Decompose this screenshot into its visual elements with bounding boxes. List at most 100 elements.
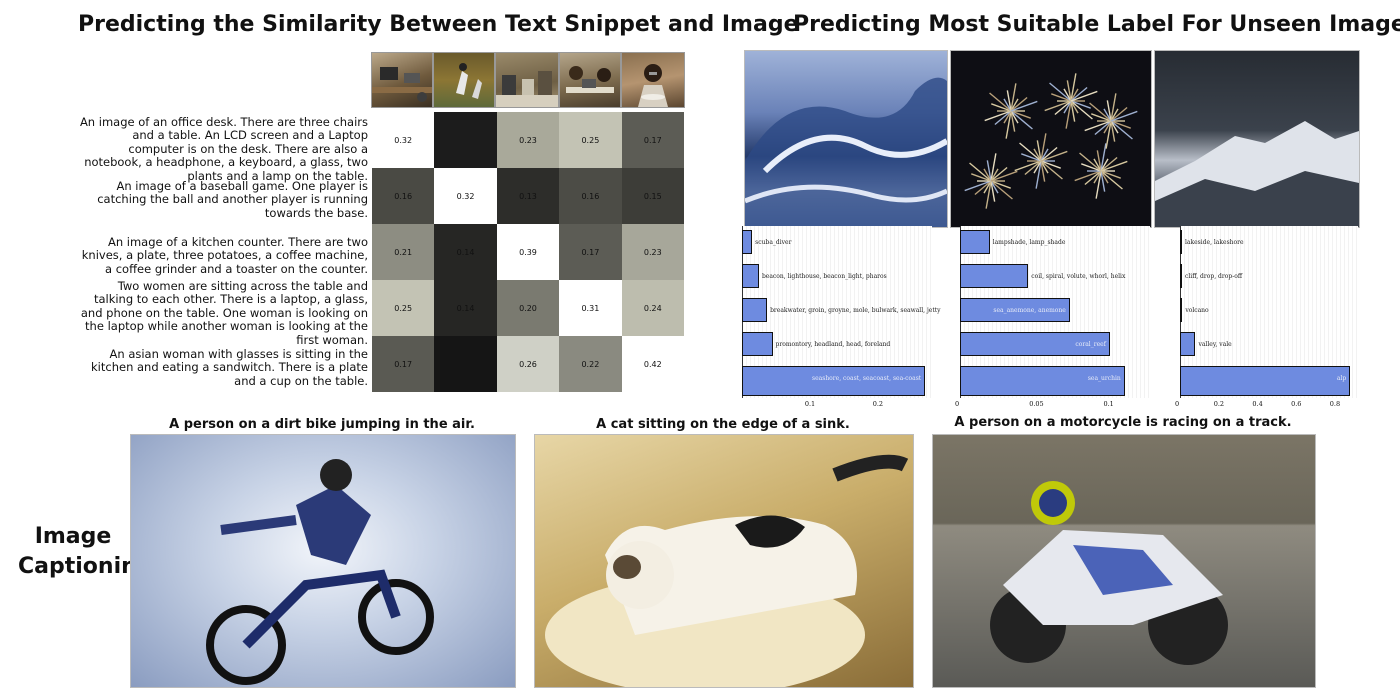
firework-streak [964, 180, 992, 192]
firework-streak [1070, 100, 1093, 120]
chart-tick-label: 0.05 [1029, 400, 1044, 408]
firework-streak [1110, 93, 1117, 122]
label-bar [1180, 366, 1351, 396]
similarity-cell: 0.16 [372, 168, 435, 224]
caption-motorcycle: A person on a motorcycle is racing on a … [954, 415, 1292, 430]
firework-streak [991, 103, 1012, 112]
label-bar [742, 366, 926, 396]
firework-streak [990, 166, 1008, 182]
label-section-title: Predicting Most Suitable Label For Unsee… [793, 12, 1400, 37]
label-bar [960, 332, 1110, 356]
firework-streak [1040, 160, 1061, 169]
firework-streak [1110, 120, 1119, 134]
firework-streak [974, 180, 992, 196]
similarity-cell: 0.22 [559, 336, 622, 392]
firework-streak [1074, 170, 1102, 182]
cat-sink-photo [534, 434, 914, 688]
baseball-thumbnail [433, 52, 495, 108]
label-bar-text: volcano [1185, 307, 1209, 314]
firework-streak [1093, 170, 1102, 184]
similarity-cell: 0.17 [621, 112, 684, 168]
ocean-wave-photo [744, 50, 948, 228]
captioning-label-line2: Captioning [18, 554, 153, 579]
label-chart-fireworks: lampshade, lamp_shade coil, spiral, volut… [955, 226, 1150, 410]
firework-streak [969, 162, 992, 182]
firework-streak [1035, 160, 1042, 189]
firework-streak [990, 180, 1013, 200]
similarity-cell: 0.21 [372, 224, 435, 280]
firework-streak [990, 180, 996, 202]
firework-streak [1040, 160, 1049, 174]
firework-streak [1100, 158, 1109, 172]
firework-streak [1070, 100, 1079, 114]
label-bar-text: beacon, lighthouse, beacon_light, pharos [761, 273, 887, 280]
firework-streak [1110, 110, 1138, 122]
label-bar-text: sea_urchin [1087, 375, 1121, 382]
label-bar [960, 298, 1070, 322]
firework-streak [1100, 160, 1128, 172]
kitchen-counter-thumbnail [495, 52, 559, 108]
chart-tick-label: 0.6 [1291, 400, 1302, 408]
similarity-cell: 0.16 [559, 168, 622, 224]
firework-streak [990, 170, 1018, 182]
firework-streak [989, 92, 1012, 112]
firework-streak [1010, 83, 1017, 112]
firework-streak [990, 180, 999, 194]
firework-streak [994, 110, 1012, 126]
firework-streak [1084, 170, 1102, 186]
firework-streak [1100, 170, 1106, 192]
asian-woman-thumbnail [621, 52, 685, 108]
firework-streak [1105, 120, 1112, 149]
captioning-label-line1: Image [34, 524, 112, 549]
snippet-baseball: An image of a baseball game. One player … [97, 179, 368, 220]
label-bar-text: breakwater, groin, groyne, mole, bulwark… [770, 307, 941, 314]
chart-tick-label: 0.8 [1329, 400, 1341, 408]
similarity-cell: 0.42 [621, 336, 684, 392]
firework-streak [1110, 108, 1119, 122]
firework-streak [1051, 93, 1072, 102]
chart-tick-label: 0.1 [1103, 400, 1114, 408]
firework-streak [1010, 110, 1016, 132]
similarity-cell: 0.23 [621, 224, 684, 280]
firework-streak [1033, 148, 1042, 162]
firework-streak [983, 180, 992, 194]
similarity-cell: 0.13 [496, 168, 560, 224]
similarity-cell: 0.23 [496, 112, 560, 168]
chart-tick-label: 0 [955, 400, 960, 408]
firework-streak [1070, 100, 1091, 109]
similarity-cell: 0.24 [621, 280, 684, 336]
label-bar [742, 230, 753, 254]
label-bar-text: valley, vale [1198, 341, 1232, 348]
label-bar-text: lampshade, lamp_shade [992, 239, 1066, 246]
label-bar-text: scuba_diver [755, 239, 792, 246]
firework-streak [1070, 73, 1077, 102]
firework-streak [1040, 146, 1058, 162]
firework-streak [983, 168, 992, 182]
firework-streak [1103, 120, 1112, 134]
label-bar-text: lakeside, lakeshore [1185, 239, 1244, 246]
dirt-bike-photo [130, 434, 516, 688]
firework-streak [971, 173, 992, 182]
snippet-two-women: Two women are sitting across the table a… [80, 279, 368, 347]
firework-streak [1040, 148, 1049, 162]
similarity-matrix: 0.32 0.23 0.25 0.17 0.16 0.32 0.13 0.16 0.15 0.21… [372, 112, 684, 392]
firework-streak [1100, 156, 1118, 172]
captioning-label: Image Captioning [18, 522, 153, 582]
similarity-cell [434, 112, 497, 168]
firework-streak [1070, 86, 1088, 102]
firework-streak [1033, 160, 1042, 174]
firework-streak [990, 168, 999, 182]
firework-streak [1066, 80, 1072, 102]
similarity-cell: 0.17 [372, 336, 435, 392]
firework-streak [985, 180, 992, 209]
firework-streak [1091, 113, 1112, 122]
firework-streak [1054, 100, 1072, 116]
office-desk-thumbnail [371, 52, 433, 108]
firework-streak [1089, 102, 1112, 122]
firework-streak [1003, 98, 1012, 112]
firework-streak [1024, 160, 1042, 176]
firework-streak [1014, 160, 1042, 172]
label-bar [742, 298, 768, 322]
chart-tick-label: 0 [1175, 400, 1180, 408]
label-bar-text: seashore, coast, seacoast, sea-coast [812, 375, 922, 382]
